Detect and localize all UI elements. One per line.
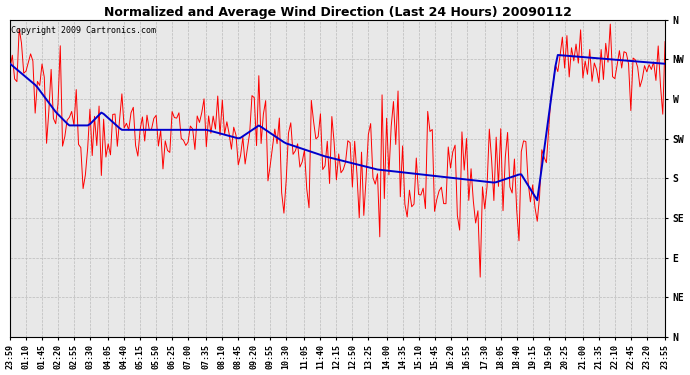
Text: Copyright 2009 Cartronics.com: Copyright 2009 Cartronics.com: [11, 26, 157, 35]
Title: Normalized and Average Wind Direction (Last 24 Hours) 20090112: Normalized and Average Wind Direction (L…: [104, 6, 571, 18]
